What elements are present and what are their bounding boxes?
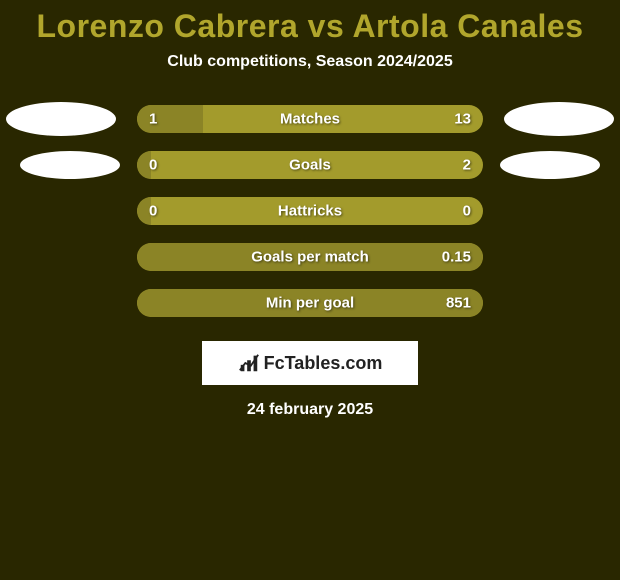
stat-bar: 0 Hattricks 0 (137, 197, 483, 225)
stat-row-min-per-goal: Min per goal 851 (0, 289, 620, 317)
stat-bar: Goals per match 0.15 (137, 243, 483, 271)
stat-right-value: 2 (463, 157, 471, 174)
stat-right-value: 0 (463, 203, 471, 220)
stat-label: Matches (280, 111, 340, 128)
stat-bar: 1 Matches 13 (137, 105, 483, 133)
stat-label: Goals per match (251, 249, 369, 266)
bar-chart-icon (238, 352, 260, 374)
badge-left (20, 151, 120, 179)
stat-left-value: 0 (149, 157, 157, 174)
badge-right (504, 102, 614, 136)
stat-right-value: 0.15 (442, 249, 471, 266)
stat-label: Goals (289, 157, 331, 174)
stat-bar-fill (137, 105, 203, 133)
comparison-card: Lorenzo Cabrera vs Artola Canales Club c… (0, 0, 620, 580)
stat-right-value: 13 (454, 111, 471, 128)
stat-left-value: 1 (149, 111, 157, 128)
page-title: Lorenzo Cabrera vs Artola Canales (36, 8, 583, 45)
stat-row-matches: 1 Matches 13 (0, 105, 620, 133)
stat-row-goals-per-match: Goals per match 0.15 (0, 243, 620, 271)
stat-left-value: 0 (149, 203, 157, 220)
stat-right-value: 851 (446, 295, 471, 312)
logo-text: FcTables.com (264, 353, 383, 374)
stat-label: Hattricks (278, 203, 342, 220)
stat-row-hattricks: 0 Hattricks 0 (0, 197, 620, 225)
stat-bar: 0 Goals 2 (137, 151, 483, 179)
stat-bar: Min per goal 851 (137, 289, 483, 317)
badge-right (500, 151, 600, 179)
badge-left (6, 102, 116, 136)
logo-box[interactable]: FcTables.com (202, 341, 418, 385)
subtitle: Club competitions, Season 2024/2025 (167, 53, 452, 71)
date-label: 24 february 2025 (247, 401, 373, 419)
stat-rows: 1 Matches 13 0 Goals 2 0 Hattricks 0 (0, 105, 620, 317)
stat-label: Min per goal (266, 295, 354, 312)
stat-row-goals: 0 Goals 2 (0, 151, 620, 179)
